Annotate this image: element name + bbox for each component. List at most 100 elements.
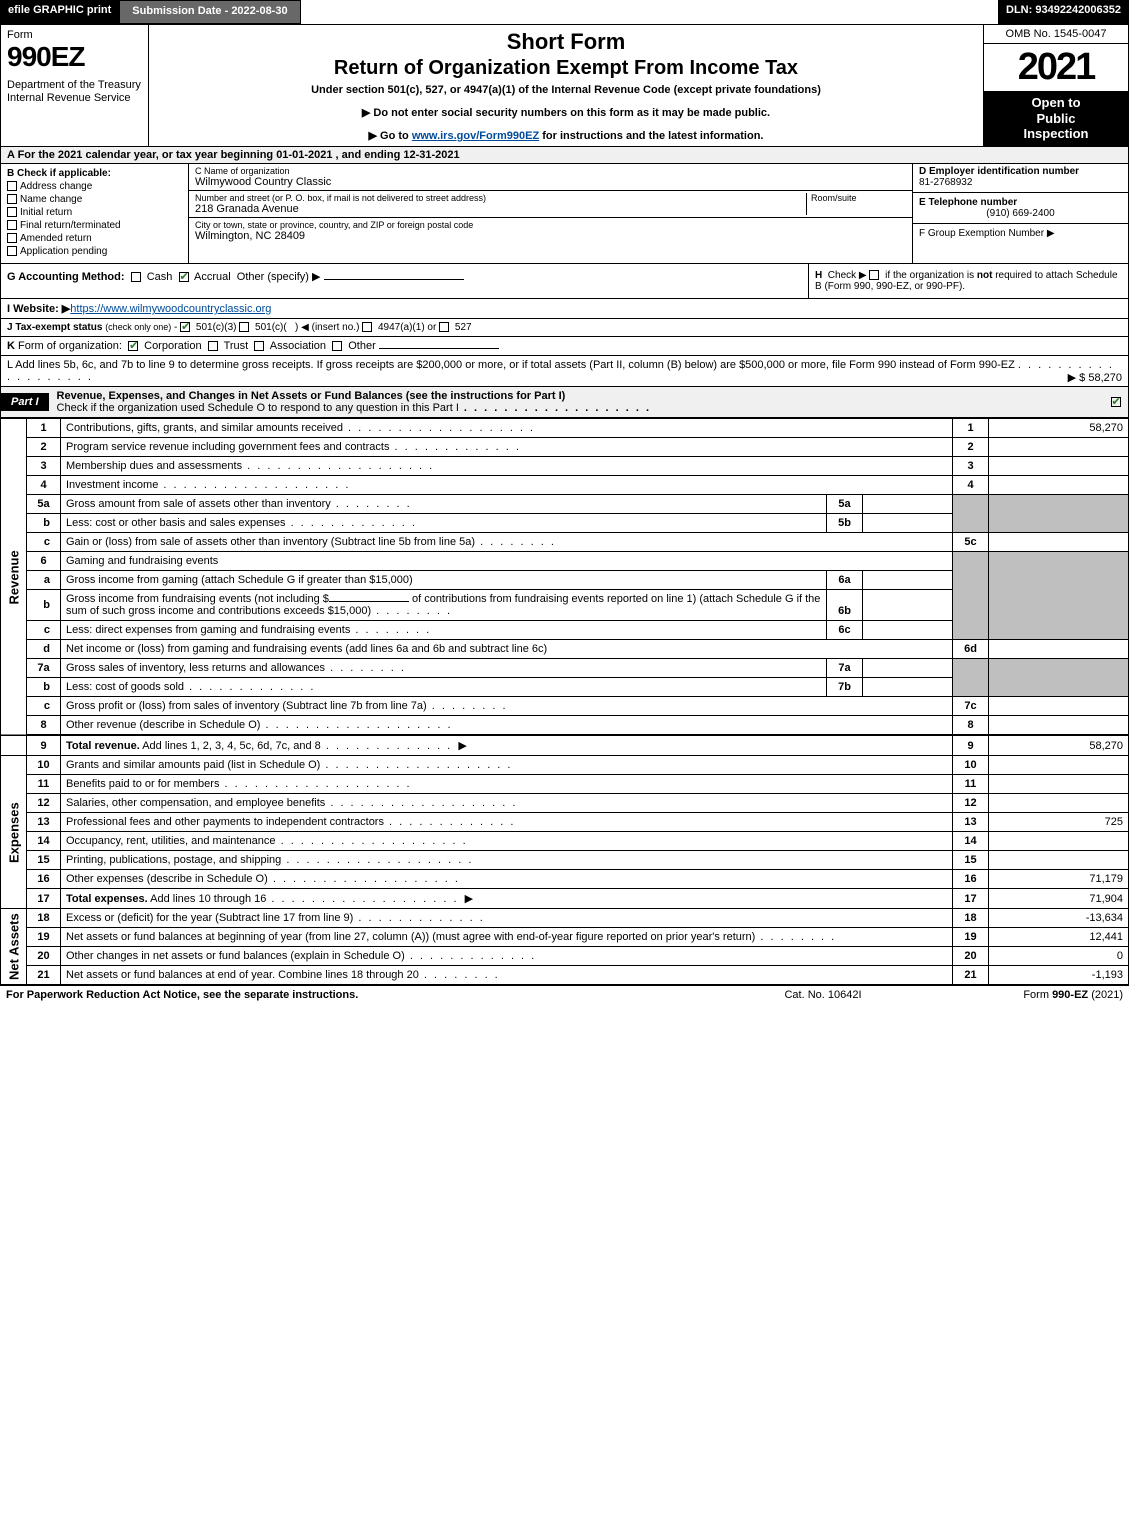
room-label: Room/suite xyxy=(811,193,906,203)
org-name-label: C Name of organization xyxy=(195,166,906,176)
header-center: Short Form Return of Organization Exempt… xyxy=(149,25,984,146)
table-row: Expenses 10Grants and similar amounts pa… xyxy=(1,756,1129,775)
table-row: 15Printing, publications, postage, and s… xyxy=(1,851,1129,870)
table-row: cGain or (loss) from sale of assets othe… xyxy=(1,533,1129,552)
table-row: 21Net assets or fund balances at end of … xyxy=(1,966,1129,985)
city-row: City or town, state or province, country… xyxy=(189,218,912,263)
chk-accrual[interactable] xyxy=(179,272,189,282)
chk-initial-return[interactable]: Initial return xyxy=(7,207,182,218)
table-row: 16Other expenses (describe in Schedule O… xyxy=(1,870,1129,889)
row-l-gross: L Add lines 5b, 6c, and 7b to line 9 to … xyxy=(0,356,1129,387)
street-value: 218 Granada Avenue xyxy=(195,203,806,215)
section-def: D Employer identification number 81-2768… xyxy=(912,164,1128,263)
short-form-title: Short Form xyxy=(157,29,975,55)
line9-amount: 58,270 xyxy=(989,735,1129,756)
line17-amount: 71,904 xyxy=(989,889,1129,909)
goto-note: ▶ Go to www.irs.gov/Form990EZ for instru… xyxy=(157,129,975,142)
section-b-title: B Check if applicable: xyxy=(7,168,182,179)
street-label: Number and street (or P. O. box, if mail… xyxy=(195,193,806,203)
line20-amount: 0 xyxy=(989,947,1129,966)
phone-value: (910) 669-2400 xyxy=(919,208,1122,219)
chk-address-change[interactable]: Address change xyxy=(7,181,182,192)
goto-post: for instructions and the latest informat… xyxy=(539,130,763,142)
table-row: 9Total revenue. Add lines 1, 2, 3, 4, 5c… xyxy=(1,735,1129,756)
chk-other-org[interactable] xyxy=(332,341,342,351)
top-bar: efile GRAPHIC print Submission Date - 20… xyxy=(0,0,1129,24)
h-text: H Check ▶ if the organization is not req… xyxy=(815,270,1118,292)
row-j-taxexempt: J Tax-exempt status (check only one) - 5… xyxy=(0,319,1129,337)
line1-amount: 58,270 xyxy=(989,419,1129,438)
footer-left: For Paperwork Reduction Act Notice, see … xyxy=(6,989,723,1001)
table-row: Revenue 1 Contributions, gifts, grants, … xyxy=(1,419,1129,438)
table-row: 3Membership dues and assessments3 xyxy=(1,457,1129,476)
group-exemption: F Group Exemption Number ▶ xyxy=(919,228,1122,239)
table-row: Net Assets 18Excess or (deficit) for the… xyxy=(1,909,1129,928)
chk-cash[interactable] xyxy=(131,272,141,282)
g-label: G Accounting Method: xyxy=(7,271,125,283)
tax-year: 2021 xyxy=(984,44,1128,91)
table-row: 13Professional fees and other payments t… xyxy=(1,813,1129,832)
table-row: 6Gaming and fundraising events xyxy=(1,552,1129,571)
revenue-section-label: Revenue xyxy=(1,419,27,736)
row-a-taxyear: A For the 2021 calendar year, or tax yea… xyxy=(0,147,1129,164)
part1-table: Revenue 1 Contributions, gifts, grants, … xyxy=(0,418,1129,985)
footer-center: Cat. No. 10642I xyxy=(723,989,923,1001)
efile-label[interactable]: efile GRAPHIC print xyxy=(0,0,119,24)
chk-assoc[interactable] xyxy=(254,341,264,351)
section-b: B Check if applicable: Address change Na… xyxy=(1,164,189,263)
table-row: 5aGross amount from sale of assets other… xyxy=(1,495,1129,514)
table-row: 17Total expenses. Add lines 10 through 1… xyxy=(1,889,1129,909)
part1-check[interactable] xyxy=(1106,396,1128,408)
table-row: 19Net assets or fund balances at beginni… xyxy=(1,928,1129,947)
line21-amount: -1,193 xyxy=(989,966,1129,985)
section-h: H Check ▶ if the organization is not req… xyxy=(808,264,1128,298)
table-row: 2Program service revenue including gover… xyxy=(1,438,1129,457)
other-specify-line xyxy=(324,279,464,280)
part1-header: Part I Revenue, Expenses, and Changes in… xyxy=(0,387,1129,418)
page-footer: For Paperwork Reduction Act Notice, see … xyxy=(0,985,1129,1004)
chk-4947[interactable] xyxy=(362,322,372,332)
department-label: Department of the TreasuryInternal Reven… xyxy=(7,79,142,105)
part1-tag: Part I xyxy=(1,393,49,411)
ssn-note: ▶ Do not enter social security numbers o… xyxy=(157,106,975,119)
city-value: Wilmington, NC 28409 xyxy=(195,230,473,242)
chk-app-pending[interactable]: Application pending xyxy=(7,246,182,257)
street-row: Number and street (or P. O. box, if mail… xyxy=(189,191,912,218)
table-row: 12Salaries, other compensation, and empl… xyxy=(1,794,1129,813)
table-row: 7aGross sales of inventory, less returns… xyxy=(1,659,1129,678)
chk-trust[interactable] xyxy=(208,341,218,351)
omb-number: OMB No. 1545-0047 xyxy=(984,25,1128,44)
chk-501c[interactable] xyxy=(239,322,249,332)
topbar-spacer xyxy=(301,0,998,24)
form-number: 990EZ xyxy=(7,41,142,73)
line13-amount: 725 xyxy=(989,813,1129,832)
section-g: G Accounting Method: Cash Accrual Other … xyxy=(1,264,808,298)
header-right: OMB No. 1545-0047 2021 Open toPublicInsp… xyxy=(984,25,1128,146)
table-row: 11Benefits paid to or for members11 xyxy=(1,775,1129,794)
chk-final-return[interactable]: Final return/terminated xyxy=(7,220,182,231)
table-row: dNet income or (loss) from gaming and fu… xyxy=(1,640,1129,659)
chk-527[interactable] xyxy=(439,322,449,332)
line18-amount: -13,634 xyxy=(989,909,1129,928)
chk-name-change[interactable]: Name change xyxy=(7,194,182,205)
i-label: I Website: ▶ xyxy=(7,303,70,315)
form-word: Form xyxy=(7,29,142,41)
chk-501c3[interactable] xyxy=(180,322,190,332)
table-row: 4Investment income4 xyxy=(1,476,1129,495)
table-row: 14Occupancy, rent, utilities, and mainte… xyxy=(1,832,1129,851)
ein-label: D Employer identification number xyxy=(919,166,1122,177)
goto-pre: ▶ Go to xyxy=(369,130,412,142)
table-row: cGross profit or (loss) from sales of in… xyxy=(1,697,1129,716)
l-amount: ▶ $ 58,270 xyxy=(1068,371,1122,384)
chk-corp[interactable] xyxy=(128,341,138,351)
website-link[interactable]: https://www.wilmywoodcountryclassic.org xyxy=(70,303,271,315)
ein-value: 81-2768932 xyxy=(919,177,1122,188)
row-i-website: I Website: ▶https://www.wilmywoodcountry… xyxy=(0,299,1129,319)
row-k-formorg: K Form of organization: Corporation Trus… xyxy=(0,337,1129,356)
under-section: Under section 501(c), 527, or 4947(a)(1)… xyxy=(157,84,975,96)
irs-link[interactable]: www.irs.gov/Form990EZ xyxy=(412,130,539,142)
chk-amended[interactable]: Amended return xyxy=(7,233,182,244)
chk-schedule-b[interactable] xyxy=(869,270,879,280)
open-inspection: Open toPublicInspection xyxy=(984,91,1128,146)
section-c: C Name of organization Wilmywood Country… xyxy=(189,164,912,263)
